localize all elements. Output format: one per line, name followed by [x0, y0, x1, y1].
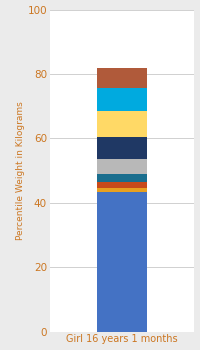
- Y-axis label: Percentile Weight in Kilograms: Percentile Weight in Kilograms: [16, 101, 25, 240]
- Bar: [97, 182, 147, 188]
- Bar: [97, 174, 147, 182]
- Bar: [97, 111, 147, 137]
- Bar: [97, 89, 147, 111]
- Bar: [97, 188, 147, 191]
- Bar: [97, 159, 147, 174]
- Bar: [97, 191, 147, 332]
- Bar: [97, 137, 147, 159]
- Bar: [97, 68, 147, 89]
